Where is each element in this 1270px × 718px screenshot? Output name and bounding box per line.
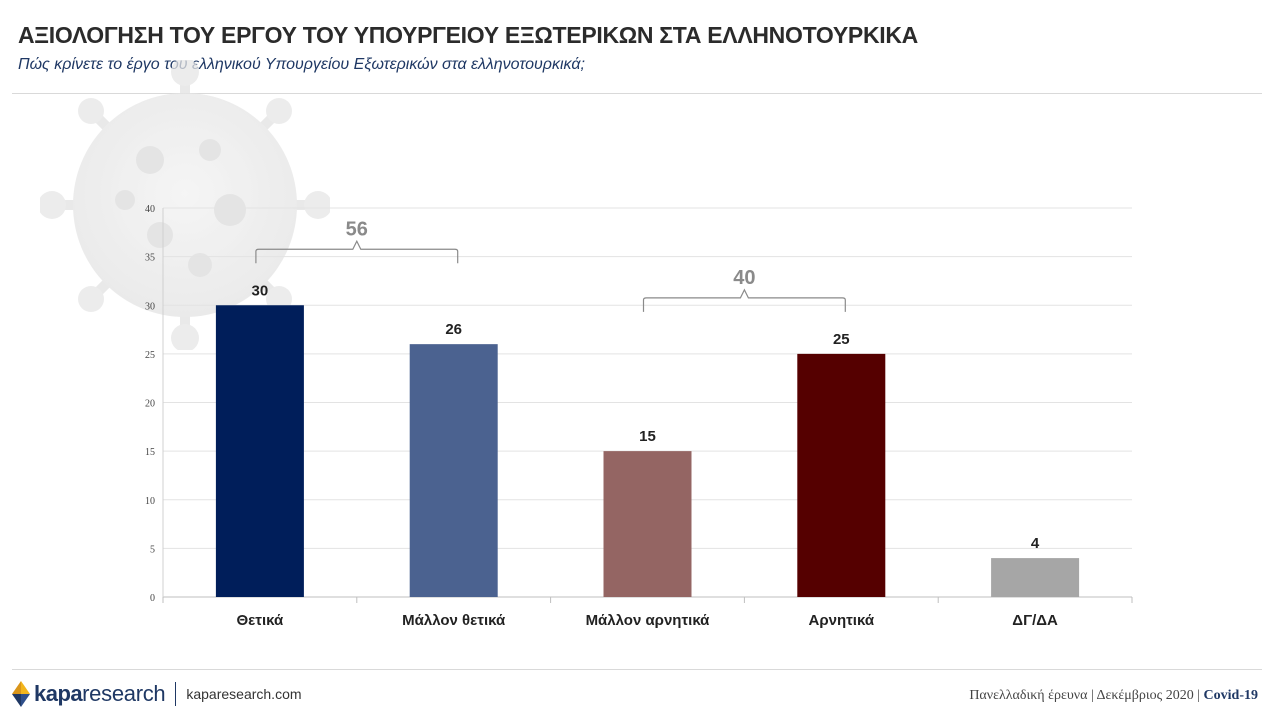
category-label: Αρνητικά xyxy=(809,612,875,629)
bar xyxy=(991,558,1080,597)
group-bracket xyxy=(255,239,459,264)
bar xyxy=(409,344,498,597)
header-divider xyxy=(12,93,1262,94)
source-note: Πανελλαδική έρευνα | Δεκέμβριος 2020 | C… xyxy=(969,688,1258,704)
data-label: 26 xyxy=(445,321,462,338)
bar xyxy=(603,451,692,597)
bar xyxy=(797,353,886,597)
logo-text-bold: kapa xyxy=(34,681,83,706)
data-label: 4 xyxy=(1031,535,1040,552)
kapa-research-logo[interactable]: kapa research kaparesearch.com xyxy=(12,678,302,710)
group-bracket xyxy=(642,288,846,312)
y-tick-label: 0 xyxy=(150,593,155,604)
y-tick-label: 20 xyxy=(145,399,155,410)
website-link[interactable]: kaparesearch.com xyxy=(186,686,302,702)
group-total-label: 56 xyxy=(346,218,368,240)
y-tick-label: 35 xyxy=(145,253,155,264)
logo-separator xyxy=(175,682,177,706)
logo-text-light: research xyxy=(82,681,166,706)
y-tick-label: 40 xyxy=(145,204,155,215)
category-label: Θετικά xyxy=(237,612,285,629)
logo-mark-icon xyxy=(12,681,30,707)
category-label: Μάλλον θετικά xyxy=(402,612,506,629)
data-label: 25 xyxy=(833,331,850,348)
group-total-label: 40 xyxy=(733,267,755,289)
y-tick-label: 5 xyxy=(150,544,155,555)
bar xyxy=(215,305,304,597)
page-title: ΑΞΙΟΛΟΓΗΣΗ ΤΟΥ ΕΡΓΟΥ ΤΟΥ ΥΠΟΥΡΓΕΙΟΥ ΕΞΩΤ… xyxy=(18,22,918,48)
y-tick-label: 15 xyxy=(145,447,155,458)
source-text: Πανελλαδική έρευνα | Δεκέμβριος 2020 | xyxy=(969,688,1204,703)
page-subtitle: Πώς κρίνετε το έργο του ελληνικού Υπουργ… xyxy=(18,56,585,73)
y-tick-label: 25 xyxy=(145,350,155,361)
topic-tag: Covid-19 xyxy=(1203,688,1258,703)
data-label: 15 xyxy=(639,428,656,445)
category-label: Μάλλον αρνητικά xyxy=(586,612,711,629)
data-label: 30 xyxy=(252,282,269,299)
y-tick-label: 10 xyxy=(145,496,155,507)
footer-divider xyxy=(12,669,1262,670)
category-label: ΔΓ/ΔΑ xyxy=(1012,612,1058,629)
y-tick-label: 30 xyxy=(145,301,155,312)
